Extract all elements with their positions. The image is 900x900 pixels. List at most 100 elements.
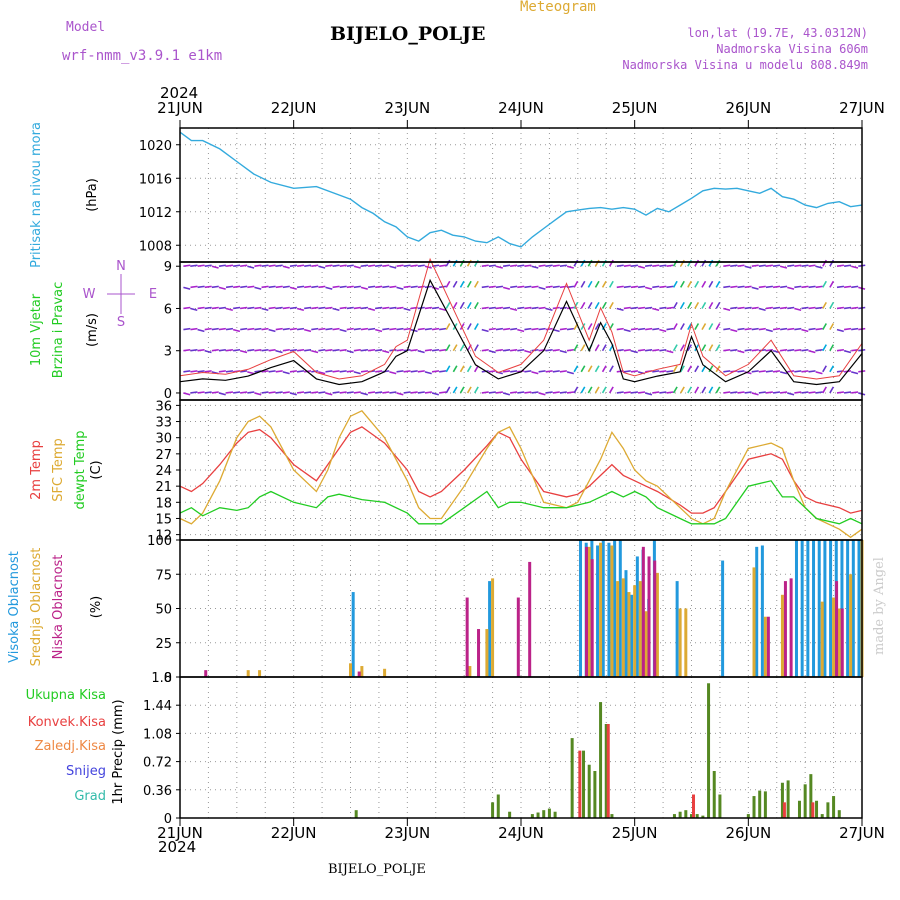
bar-ukupna-kisa [530,814,534,818]
wind-arrow [275,264,283,268]
axis-label-low-cloud: Niska Oblacnost [51,555,66,660]
wind-arrow [808,264,816,268]
wind-arrow [630,327,639,331]
wind-arrow [459,280,465,288]
wind-arrow [466,280,472,288]
wind-arrow [680,323,685,330]
y-tick-label-pressure: 1012 [139,206,172,221]
bar-niska-oblacnost [840,608,844,677]
axis-label-dewpt-temp: dewpt Temp [73,430,88,509]
wind-arrow [787,327,795,331]
wind-arrow [545,391,553,394]
wind-arrow [282,306,290,310]
wind-arrow [311,264,319,268]
wind-arrow [439,391,447,394]
wind-arrow [346,327,354,331]
wind-arrow [687,259,692,267]
wind-arrow [261,307,269,312]
wind-arrow [723,264,731,268]
wind-arrow [211,265,219,269]
wind-arrow [389,285,397,289]
wind-arrow [445,365,451,373]
wind-arrow [680,386,685,394]
wind-arrow [587,323,593,330]
wind-arrow [524,391,532,394]
axis-label-snow: Snijeg [66,764,106,779]
compass-e: E [149,287,157,302]
wind-arrow [552,370,560,373]
wind-arrow [510,370,518,373]
series-line-10m-vjetar [179,278,863,386]
y-tick-label-temperature: 12 [155,529,172,544]
wind-arrow [367,307,376,312]
wind-arrow [751,264,759,268]
app-title: Meteogram [520,0,596,15]
wind-arrow [225,391,234,394]
wind-arrow [360,264,369,268]
wind-arrow [708,386,714,394]
wind-arrow [473,323,479,330]
axis-unit-precip: 1hr Precip (mm) [111,699,126,804]
bar-niska-oblacnost [528,561,532,677]
wind-arrow [466,259,472,267]
wind-arrow [396,348,404,352]
wind-arrow [502,370,511,373]
wind-arrow [424,371,432,375]
wind-arrow [630,285,639,289]
bar-visoka-oblacnost [812,540,816,677]
y-tick-label-wind: 3 [164,345,172,360]
wind-arrow [672,344,678,352]
wind-arrow [233,264,241,268]
bar-ukupna-kisa [684,810,688,818]
wind-arrow [694,365,700,373]
bar-visoka-oblacnost [755,546,759,677]
wind-arrow [829,323,835,330]
bar-ukupna-kisa [718,794,722,818]
x-tick-label-top: 25JUN [612,99,658,117]
wind-arrow [473,259,479,267]
wind-arrow [538,327,546,331]
wind-arrow [758,327,766,331]
wind-arrow [801,348,809,352]
wind-arrow [473,344,479,352]
wind-arrow [623,264,631,268]
wind-arrow [659,348,667,352]
axis-label-sfc-temp: SFC Temp [51,438,66,502]
wind-arrow [822,344,827,352]
wind-arrow [630,264,639,268]
wind-arrow [183,370,191,373]
wind-arrow [730,391,738,394]
wind-arrow [524,370,532,373]
wind-arrow [417,264,425,268]
wind-arrow [375,348,383,352]
y-tick-label-precipitation: 1.08 [143,727,172,742]
wind-arrow [744,306,752,310]
wind-arrow [715,302,721,309]
wind-arrow [247,391,255,394]
wind-arrow [815,391,823,394]
wind-arrow [403,264,411,268]
wind-arrow [765,328,773,333]
wind-arrow [538,392,546,396]
y-tick-label-precipitation: 1.44 [143,699,172,714]
wind-arrow [382,391,390,394]
wind-arrow [580,259,586,267]
wind-arrow [772,306,781,310]
wind-arrow [822,302,827,309]
wind-arrow [594,259,600,267]
wind-arrow [254,392,262,396]
bar-srednja-oblacnost [468,666,472,677]
wind-arrow [375,285,383,289]
wind-arrow [240,349,248,354]
wind-arrow [815,285,823,289]
wind-arrow [538,306,546,310]
wind-arrow [751,370,759,373]
wind-arrow [403,327,411,331]
wind-arrow [360,327,369,331]
bar-visoka-oblacnost [613,540,617,677]
wind-arrow [325,392,333,396]
wind-arrow [190,285,198,289]
wind-arrow [410,370,418,373]
wind-arrow [445,259,451,267]
wind-arrow [218,348,226,352]
